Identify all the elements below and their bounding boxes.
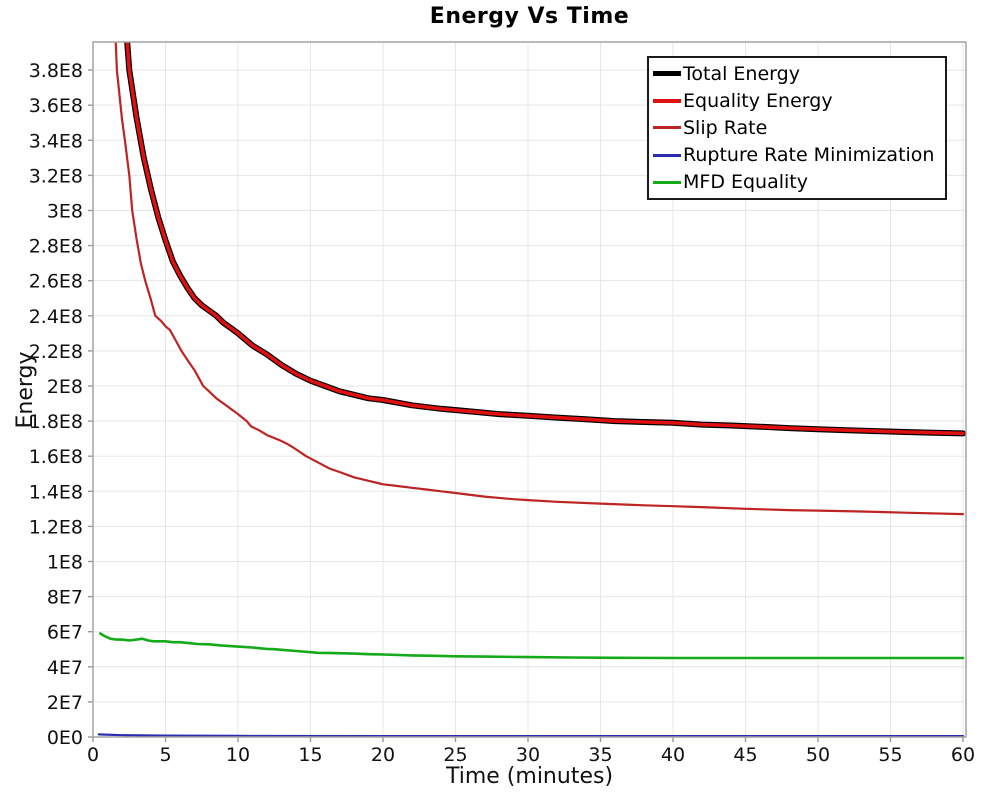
chart-title: Energy Vs Time [429, 4, 630, 29]
y-tick-labels: 0E0 2E7 4E7 6E7 8E7 1E8 1.2E8 1.4E8 1.6E8 1.8E8 2E… [29, 60, 83, 749]
legend-item: Equality Energy [653, 87, 945, 114]
legend-swatch [653, 126, 681, 130]
y-tick-label: 2.6E8 [29, 271, 83, 293]
series-line-equality-energy [125, 42, 965, 436]
legend-label: Total Energy [683, 62, 800, 85]
y-tick-label: 3.8E8 [29, 60, 83, 82]
series-lines [97, 42, 966, 737]
x-tick-label: 10 [226, 744, 250, 766]
legend-label: Rupture Rate Minimization [683, 144, 935, 167]
x-tick-label: 55 [878, 744, 902, 766]
y-tick-label: 3.4E8 [29, 130, 83, 152]
y-tick-label: 1.2E8 [29, 516, 83, 538]
x-tick-label: 40 [661, 744, 685, 766]
y-tick-label: 2.2E8 [29, 341, 83, 363]
legend-label: Slip Rate [683, 116, 768, 139]
series-line-slip-rate [114, 42, 965, 516]
x-tick-label: 45 [733, 744, 757, 766]
y-tick-label: 4E7 [47, 657, 83, 679]
y-tick-label: 1.8E8 [29, 411, 83, 433]
x-tick-label: 30 [516, 744, 540, 766]
legend-swatch [653, 98, 681, 103]
y-tick-label: 1.4E8 [29, 481, 83, 503]
gridlines [93, 42, 966, 737]
x-tick-label: 35 [588, 744, 612, 766]
y-tick-label: 2E8 [47, 376, 83, 398]
y-tick-label: 2.8E8 [29, 236, 83, 258]
legend-label: MFD Equality [683, 171, 808, 194]
y-tick-label: 3E8 [47, 200, 83, 222]
x-axis-title: Time (minutes) [445, 764, 614, 789]
legend-item: MFD Equality [653, 169, 945, 196]
legend-swatch [653, 180, 681, 184]
x-tick-label: 25 [443, 744, 467, 766]
legend-swatch [653, 71, 681, 77]
legend-swatch [653, 153, 681, 157]
x-tick-label: 5 [159, 744, 171, 766]
y-tick-label: 1E8 [47, 551, 83, 573]
legend-label: Equality Energy [683, 89, 833, 112]
legend-item: Rupture Rate Minimization [653, 142, 945, 169]
series-line-mfd-equality [99, 632, 965, 660]
y-tick-label: 0E0 [47, 727, 83, 749]
x-tick-label: 0 [87, 744, 99, 766]
y-tick-label: 1.6E8 [29, 446, 83, 468]
plot-frame [92, 41, 967, 738]
legend-item: Total Energy [653, 60, 945, 87]
y-tick-label: 2.4E8 [29, 306, 83, 328]
y-tick-label: 3.2E8 [29, 165, 83, 187]
x-tick-label: 20 [371, 744, 395, 766]
y-tick-label: 2E7 [47, 692, 83, 714]
legend-item: Slip Rate [653, 114, 945, 141]
y-tick-label: 3.6E8 [29, 95, 83, 117]
tick-marks [88, 69, 964, 742]
x-tick-labels: 0 5 10 15 20 25 30 35 40 45 50 55 60 [87, 744, 975, 766]
y-tick-label: 6E7 [47, 622, 83, 644]
y-tick-label: 8E7 [47, 587, 83, 609]
x-tick-label: 60 [951, 744, 975, 766]
series-line-rupture-rate-minimization [97, 733, 965, 737]
x-tick-label: 50 [806, 744, 830, 766]
legend: Total Energy Equality Energy Slip Rate Rupt… [647, 56, 947, 200]
x-tick-label: 15 [298, 744, 322, 766]
